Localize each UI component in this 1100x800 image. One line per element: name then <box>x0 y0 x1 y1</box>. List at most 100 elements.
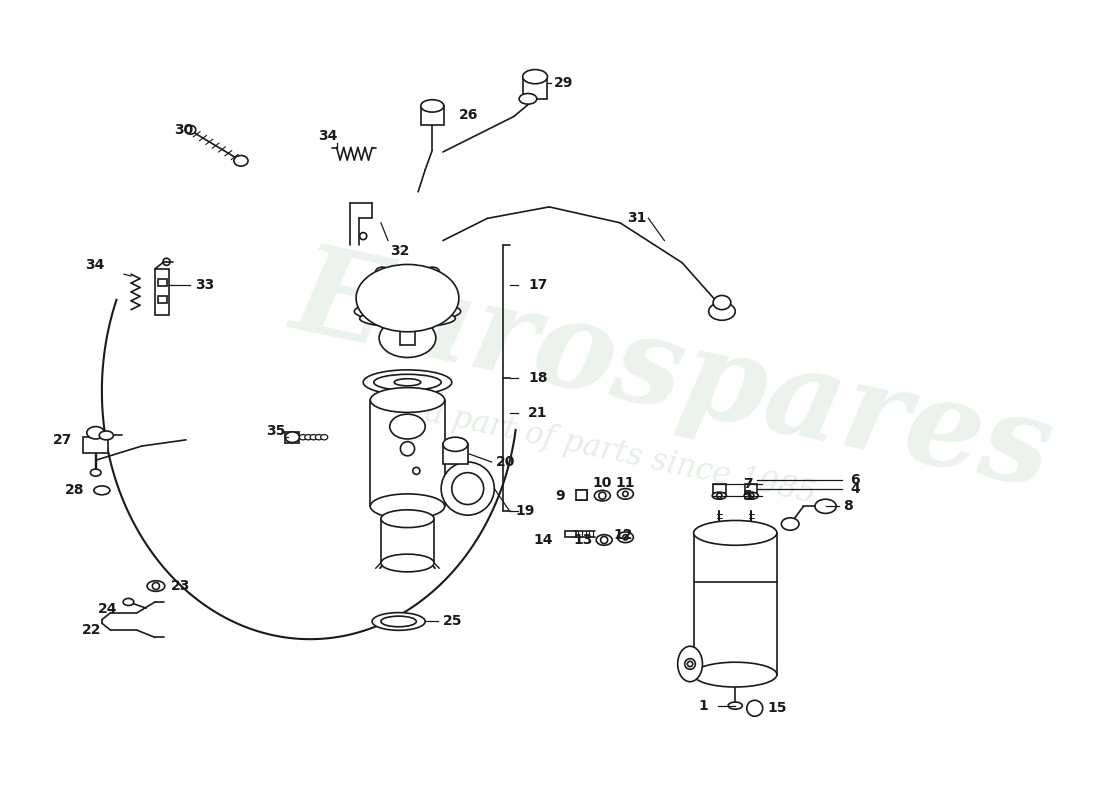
Ellipse shape <box>87 426 104 439</box>
Ellipse shape <box>90 469 101 476</box>
Circle shape <box>747 700 762 716</box>
Bar <box>565 531 575 538</box>
Ellipse shape <box>381 554 434 572</box>
Ellipse shape <box>728 702 743 709</box>
Ellipse shape <box>694 662 777 687</box>
Text: 23: 23 <box>170 579 190 593</box>
Text: 14: 14 <box>534 533 553 547</box>
Text: 17: 17 <box>528 278 548 292</box>
Ellipse shape <box>305 434 311 440</box>
Ellipse shape <box>381 510 434 527</box>
Bar <box>522 77 548 99</box>
Ellipse shape <box>360 310 455 327</box>
Text: 1: 1 <box>698 698 708 713</box>
Text: 7: 7 <box>744 477 754 491</box>
Text: 27: 27 <box>53 433 73 447</box>
Text: 26: 26 <box>459 108 478 122</box>
Bar <box>157 278 166 286</box>
Ellipse shape <box>363 370 452 394</box>
Circle shape <box>412 467 420 474</box>
Ellipse shape <box>356 265 459 332</box>
Ellipse shape <box>596 534 612 546</box>
Ellipse shape <box>381 616 416 626</box>
Ellipse shape <box>426 282 439 291</box>
Bar <box>155 269 169 315</box>
Text: a part of parts since 1985: a part of parts since 1985 <box>421 397 818 510</box>
Bar <box>745 484 758 493</box>
Ellipse shape <box>371 387 444 413</box>
Ellipse shape <box>708 302 735 320</box>
Ellipse shape <box>678 646 703 682</box>
Ellipse shape <box>815 499 836 514</box>
Ellipse shape <box>94 486 110 494</box>
Ellipse shape <box>354 301 461 322</box>
Ellipse shape <box>694 521 777 546</box>
Ellipse shape <box>310 434 317 440</box>
Bar <box>400 331 415 345</box>
Text: 15: 15 <box>767 702 786 715</box>
Text: 20: 20 <box>496 455 516 469</box>
Text: 34: 34 <box>318 129 338 143</box>
Ellipse shape <box>234 155 248 166</box>
Ellipse shape <box>408 267 422 276</box>
Bar <box>575 490 587 500</box>
Ellipse shape <box>99 431 113 440</box>
Bar <box>421 106 443 126</box>
Text: 11: 11 <box>616 476 635 490</box>
Ellipse shape <box>374 374 441 390</box>
Ellipse shape <box>408 282 422 291</box>
Ellipse shape <box>519 94 537 104</box>
Ellipse shape <box>617 489 634 499</box>
Text: 34: 34 <box>85 258 104 272</box>
Bar <box>157 296 166 303</box>
Text: 9: 9 <box>556 489 565 502</box>
Ellipse shape <box>185 126 196 134</box>
Ellipse shape <box>443 438 468 451</box>
Ellipse shape <box>372 613 426 630</box>
Ellipse shape <box>744 492 758 499</box>
Circle shape <box>452 473 484 505</box>
Ellipse shape <box>713 295 730 310</box>
Ellipse shape <box>379 318 436 358</box>
Circle shape <box>623 534 628 540</box>
Text: 6: 6 <box>850 473 860 486</box>
Ellipse shape <box>285 432 299 442</box>
Bar <box>443 444 468 464</box>
Circle shape <box>441 462 494 515</box>
Text: 19: 19 <box>516 504 535 518</box>
Text: 5: 5 <box>744 489 754 502</box>
Ellipse shape <box>393 267 407 276</box>
Ellipse shape <box>522 70 548 84</box>
Ellipse shape <box>321 434 328 440</box>
Ellipse shape <box>375 282 389 291</box>
Text: 21: 21 <box>528 406 548 420</box>
Text: 35: 35 <box>266 424 285 438</box>
Text: Eurospares: Eurospares <box>283 235 1064 512</box>
Text: 29: 29 <box>553 76 573 90</box>
Text: 18: 18 <box>528 371 548 385</box>
Bar <box>84 438 108 453</box>
Ellipse shape <box>123 598 134 606</box>
Text: 28: 28 <box>65 483 85 498</box>
Ellipse shape <box>393 282 407 291</box>
Text: 32: 32 <box>389 244 409 258</box>
Bar <box>713 484 726 493</box>
Ellipse shape <box>781 518 799 530</box>
Ellipse shape <box>394 378 421 386</box>
Circle shape <box>400 442 415 456</box>
Ellipse shape <box>299 434 307 440</box>
Ellipse shape <box>712 492 726 499</box>
Text: 12: 12 <box>614 528 634 542</box>
Ellipse shape <box>316 434 322 440</box>
Text: 13: 13 <box>573 533 593 547</box>
Text: 22: 22 <box>82 623 102 638</box>
Text: 4: 4 <box>850 482 860 495</box>
Circle shape <box>623 491 628 497</box>
Ellipse shape <box>389 414 426 439</box>
Ellipse shape <box>421 100 443 112</box>
Text: 8: 8 <box>844 499 854 514</box>
Text: 31: 31 <box>627 211 647 226</box>
Text: 30: 30 <box>174 123 194 137</box>
Ellipse shape <box>147 581 165 591</box>
Text: 33: 33 <box>195 278 214 292</box>
